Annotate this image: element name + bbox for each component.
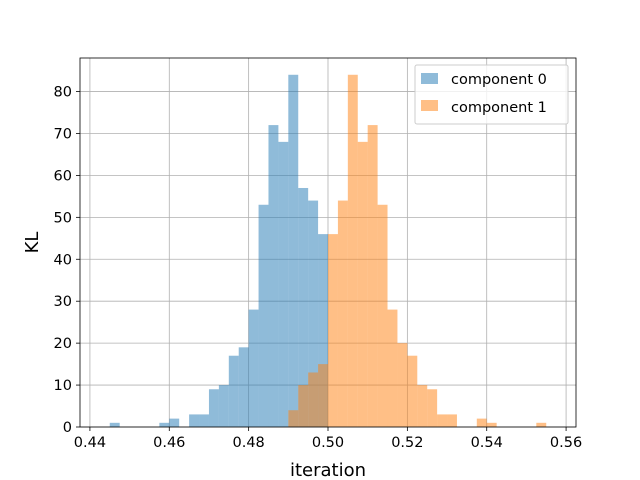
histogram-bar-component-1	[447, 414, 457, 427]
x-tick-label: 0.48	[232, 435, 264, 451]
histogram-bar-component-1	[328, 234, 338, 427]
histogram-bar-component-1	[298, 385, 309, 427]
histogram-bar-component-1	[347, 74, 358, 427]
histogram-bar-component-1	[308, 372, 319, 427]
x-tick-label: 0.54	[471, 435, 503, 451]
histogram-bar-component-0	[218, 385, 229, 427]
y-tick-label: 20	[54, 336, 72, 352]
histogram-bar-component-1	[407, 355, 418, 427]
legend-label-component-1: component 1	[451, 100, 547, 116]
histogram-bar-component-1	[427, 389, 438, 427]
histogram-bar-component-0	[308, 200, 319, 427]
histogram-bars	[109, 74, 547, 427]
histogram-bar-component-1	[367, 125, 378, 427]
histogram-bar-component-0	[228, 355, 239, 427]
histogram-bar-component-0	[189, 414, 200, 427]
histogram-bar-component-1	[337, 200, 348, 427]
y-axis-label: KL	[22, 232, 43, 254]
histogram-bar-component-0	[169, 418, 180, 427]
histogram-bar-component-0	[248, 309, 259, 427]
legend-swatch-component-0	[421, 73, 438, 84]
legend: component 0 component 1	[414, 64, 569, 125]
histogram-bar-component-1	[486, 422, 497, 427]
histogram-bar-component-0	[288, 74, 299, 427]
y-tick-label: 40	[54, 252, 72, 268]
y-tick-label: 10	[54, 378, 72, 394]
histogram-bar-component-1	[417, 385, 428, 427]
histogram-bar-component-1	[357, 141, 368, 427]
histogram-bar-component-0	[208, 389, 219, 427]
histogram-bar-component-0	[109, 422, 120, 427]
histogram-bar-component-0	[258, 204, 269, 427]
histogram-bar-component-0	[199, 414, 209, 427]
histogram-bar-component-0	[318, 234, 328, 427]
axis-ticks: 0.44 0.46 0.48 0.50 0.52 0.54 0.56 0 10 20 30 40 50 6…	[54, 85, 583, 451]
x-axis-label: iteration	[290, 460, 366, 480]
x-tick-label: 0.46	[153, 435, 185, 451]
y-tick-label: 0	[63, 420, 72, 436]
histogram-bar-component-0	[159, 422, 170, 427]
histogram-bar-component-1	[437, 414, 448, 427]
legend-box	[414, 64, 569, 125]
y-tick-label: 30	[54, 294, 72, 310]
y-tick-label: 70	[54, 126, 72, 142]
histogram-bar-component-0	[298, 187, 309, 427]
y-tick-label: 60	[54, 168, 72, 184]
histogram-bar-component-1	[288, 410, 299, 427]
x-tick-label: 0.56	[550, 435, 582, 451]
histogram-bar-component-1	[377, 204, 388, 427]
y-tick-label: 50	[54, 210, 72, 226]
histogram-bar-component-1	[318, 364, 328, 427]
y-tick-label: 80	[54, 85, 72, 101]
histogram-bar-component-0	[278, 141, 289, 427]
histogram-bar-component-1	[476, 418, 487, 427]
legend-swatch-component-1	[421, 100, 438, 111]
histogram-bar-component-1	[387, 309, 398, 427]
x-tick-label: 0.52	[391, 435, 423, 451]
histogram-bar-component-0	[238, 347, 249, 427]
histogram-bar-component-0	[268, 125, 279, 427]
histogram-bar-component-1	[536, 422, 547, 427]
x-tick-label: 0.44	[74, 435, 106, 451]
legend-label-component-0: component 0	[451, 72, 547, 88]
x-tick-label: 0.50	[312, 435, 344, 451]
histogram-bar-component-1	[397, 343, 408, 427]
